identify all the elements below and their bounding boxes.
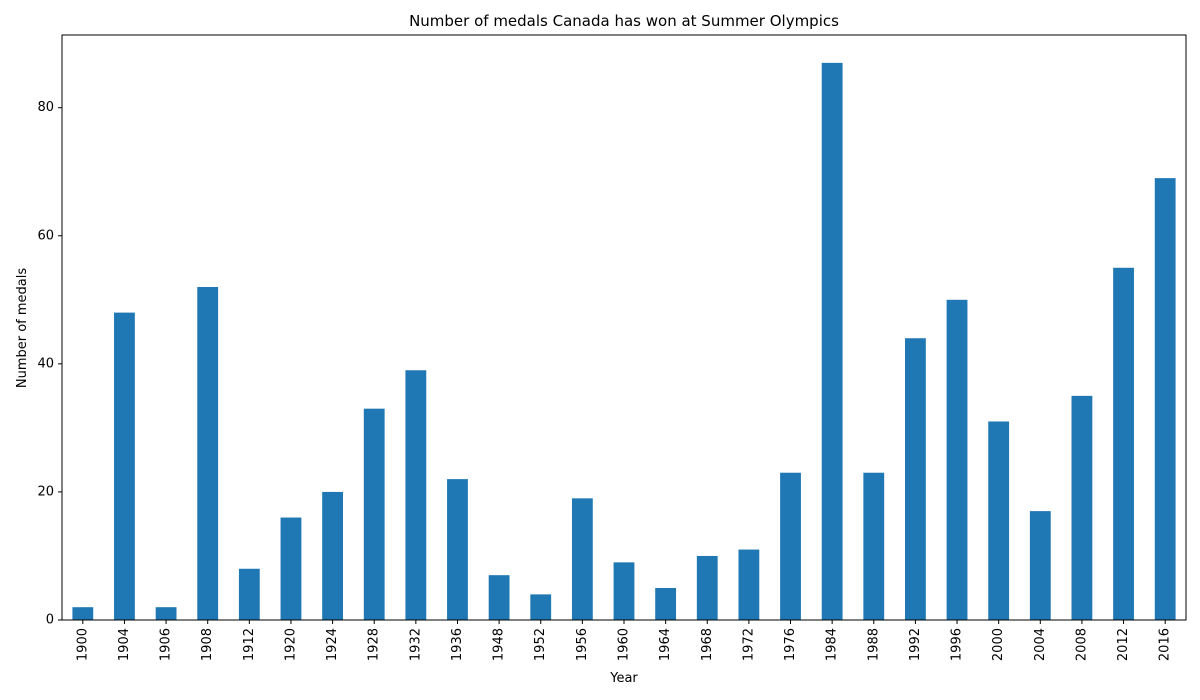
bar-1906	[155, 607, 177, 620]
bar-2012	[1113, 267, 1134, 620]
x-tick-label: 2012	[1116, 628, 1131, 661]
x-tick-label: 1900	[75, 628, 90, 661]
x-tick-label: 1988	[866, 628, 881, 661]
bar-2000	[988, 421, 1010, 620]
bar-1948	[488, 575, 510, 620]
y-tick-label: 60	[37, 228, 54, 243]
bar-1968	[696, 555, 718, 620]
bar-1984	[821, 62, 843, 621]
bar-1956	[571, 498, 593, 620]
x-tick-label: 1932	[408, 628, 423, 661]
y-tick-label: 40	[37, 356, 54, 371]
x-tick-label: 1928	[367, 628, 382, 661]
y-tick-label: 0	[46, 613, 54, 628]
x-tick-label: 1920	[283, 628, 298, 661]
x-tick-label: 1992	[908, 628, 923, 661]
x-tick-label: 2008	[1074, 628, 1089, 661]
bar-1924	[322, 491, 343, 620]
bar-1960	[613, 562, 635, 620]
x-axis-ticks: 1900 1904 1906 1908 1912 1920 1924 1928 1932 1936…	[75, 620, 1173, 661]
x-tick-label: 1952	[533, 628, 548, 661]
x-tick-label: 1908	[200, 628, 215, 661]
x-tick-label: 1960	[617, 628, 632, 661]
y-axis-label: Number of medals	[15, 268, 30, 389]
bar-1900	[72, 607, 94, 620]
x-tick-label: 1984	[825, 628, 840, 661]
x-tick-label: 2000	[991, 628, 1006, 661]
x-tick-label: 2004	[1033, 628, 1048, 661]
bar-1904	[114, 312, 135, 620]
x-tick-label: 2016	[1158, 628, 1173, 661]
x-tick-label: 1964	[658, 628, 673, 661]
bar-1964	[655, 587, 677, 620]
bar-1932	[405, 370, 427, 620]
bar-1928	[363, 408, 385, 620]
x-tick-label: 1936	[450, 628, 465, 661]
y-axis-ticks: 0 20 40 60 80	[37, 100, 62, 628]
x-tick-label: 1968	[700, 628, 715, 661]
x-tick-label: 1972	[741, 628, 756, 661]
bar-1972	[738, 549, 760, 620]
x-tick-label: 1912	[242, 628, 257, 661]
y-tick-label: 20	[37, 484, 54, 499]
x-tick-label: 1976	[783, 628, 798, 661]
bar-2008	[1071, 395, 1093, 620]
x-tick-label: 1924	[325, 628, 340, 661]
x-axis-label: Year	[609, 671, 638, 686]
x-tick-label: 1996	[950, 628, 965, 661]
x-tick-label: 1956	[575, 628, 590, 661]
bars-group	[72, 62, 1176, 621]
x-tick-label: 1948	[492, 628, 507, 661]
plot-frame	[61, 34, 1187, 621]
x-tick-label: 1904	[117, 628, 132, 661]
bar-1988	[863, 472, 885, 620]
bar-1976	[780, 472, 801, 620]
bar-2016	[1154, 178, 1176, 620]
y-tick-label: 80	[37, 100, 54, 115]
chart-title: Number of medals Canada has won at Summe…	[409, 12, 839, 30]
bar-1920	[280, 517, 302, 620]
bar-1936	[447, 479, 468, 620]
bar-1996	[946, 299, 968, 620]
bar-1992	[905, 338, 926, 620]
bar-2004	[1029, 511, 1051, 620]
bar-1912	[238, 568, 260, 620]
bar-1952	[530, 594, 552, 620]
x-tick-label: 1906	[159, 628, 174, 661]
bar-1908	[197, 287, 219, 620]
